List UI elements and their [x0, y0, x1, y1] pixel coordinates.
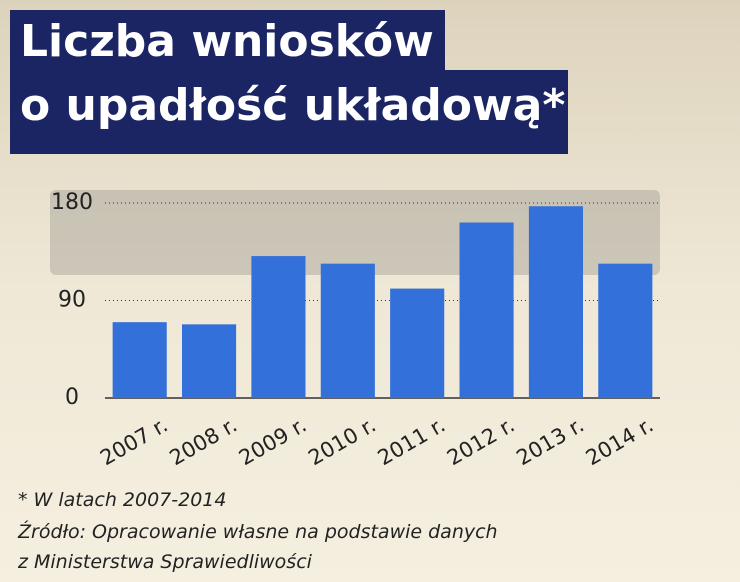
footnote: * W latach 2007-2014 [18, 489, 226, 511]
bar [251, 256, 306, 398]
y-tick-label: 0 [65, 385, 79, 410]
bar [182, 324, 237, 398]
y-tick-label: 180 [51, 190, 93, 215]
chart-title: o upadłość układową* [20, 80, 565, 131]
bar [390, 288, 445, 398]
chart-title: Liczba wniosków [20, 16, 434, 67]
source: z Ministerstwa Sprawiedliwości [17, 551, 313, 573]
bar [528, 206, 583, 398]
bar [598, 263, 653, 398]
title-box [10, 70, 568, 154]
bar [320, 263, 375, 398]
title-box [10, 10, 445, 72]
bar [459, 222, 514, 398]
y-tick-label: 90 [58, 288, 86, 313]
bar [112, 322, 167, 398]
source: Źródło: Opracowanie własne na podstawie … [17, 520, 498, 543]
